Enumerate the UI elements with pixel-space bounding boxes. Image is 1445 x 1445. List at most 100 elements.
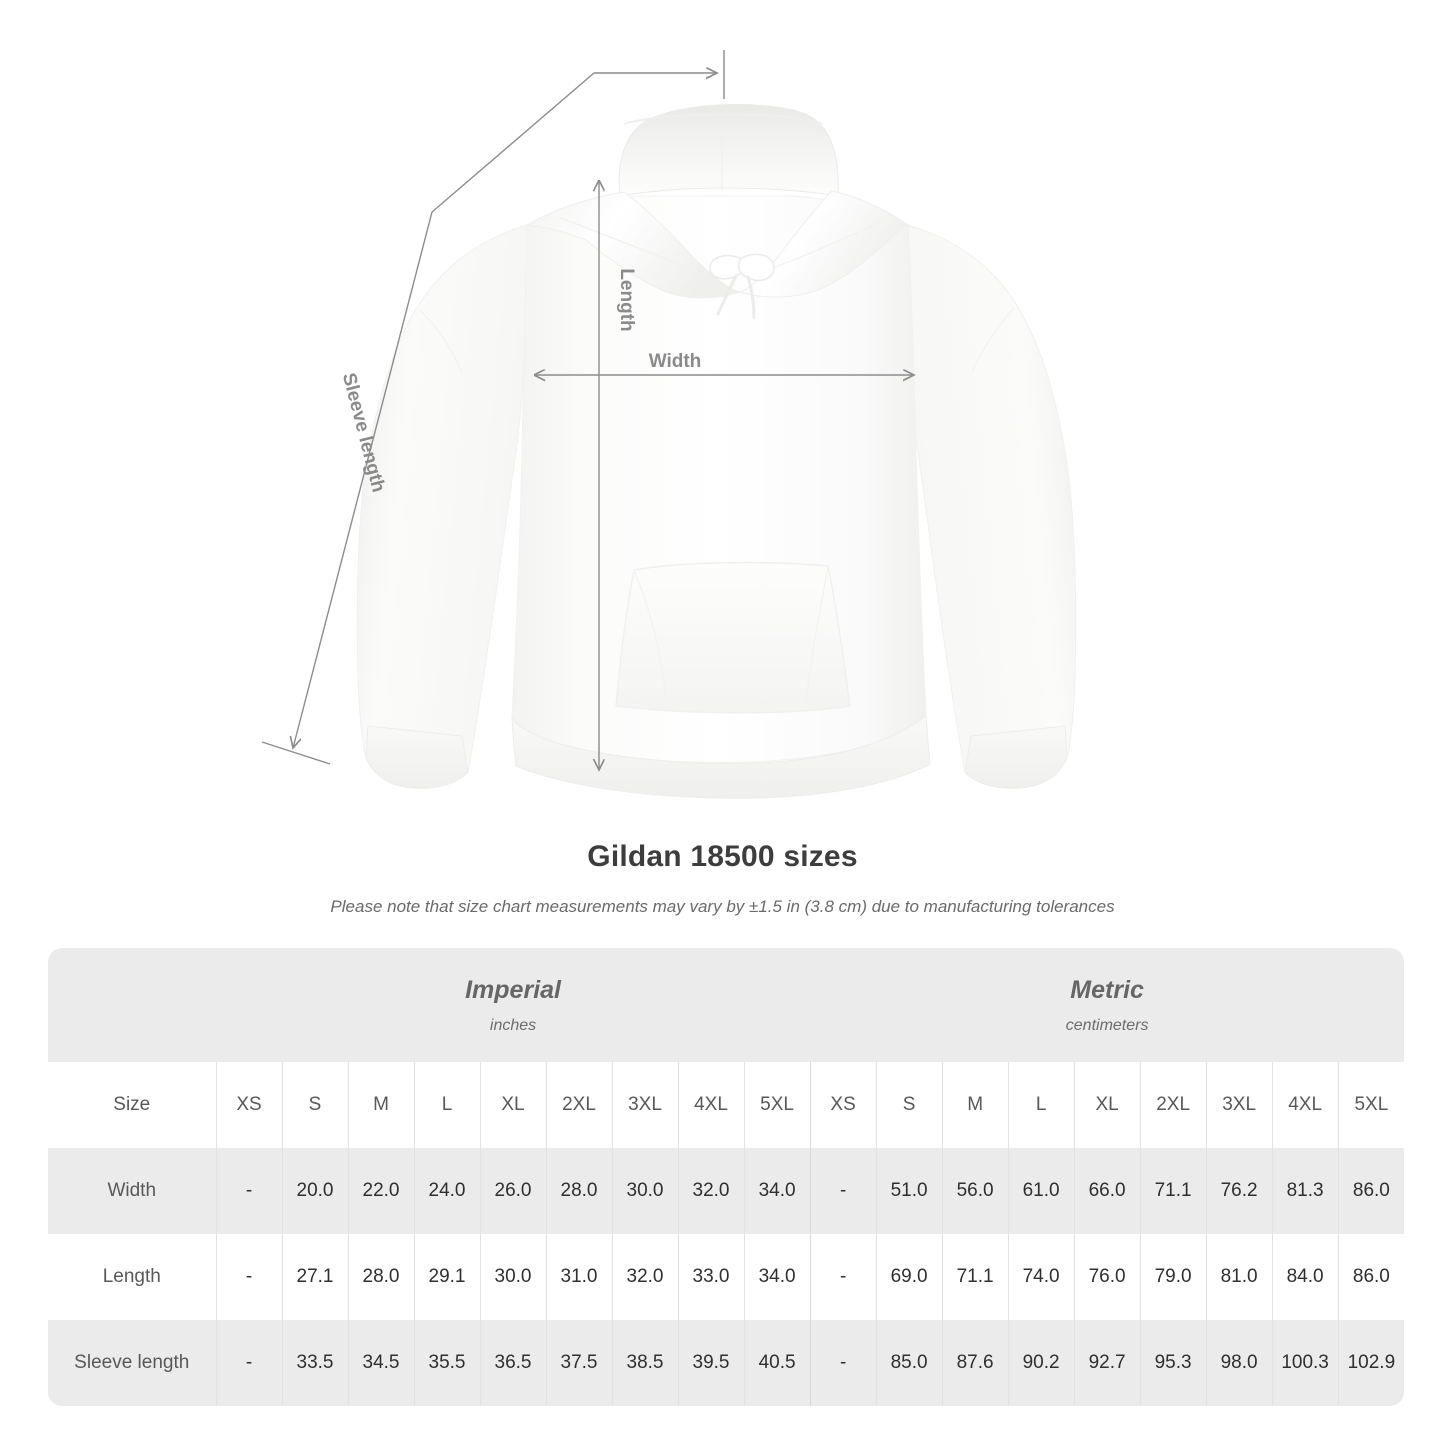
cell-width-metric-l: 61.0 [1007, 1148, 1075, 1234]
cell-width-imperial-xs: - [215, 1148, 282, 1234]
cell-width-metric-2xl: 71.1 [1139, 1148, 1207, 1234]
unit-group-imperial: Imperial inches [216, 948, 811, 1062]
cell-sleeve-length-metric-2xl: 95.3 [1139, 1320, 1207, 1406]
cell-sleeve-length-imperial-3xl: 38.5 [611, 1320, 678, 1406]
cell-sleeve-length-imperial-xs: - [215, 1320, 282, 1406]
hood-front-right [738, 190, 909, 298]
sleeve-leader-upper [431, 72, 595, 213]
cell-sleeve-length-metric-m: 87.6 [941, 1320, 1009, 1406]
hood-inner [618, 103, 839, 197]
cell-sleeve-length-metric-xs: - [809, 1320, 877, 1406]
cell-length-imperial-4xl: 33.0 [677, 1234, 744, 1320]
unit-group-metric: Metric centimeters [810, 948, 1405, 1062]
left-sleeve [356, 224, 528, 773]
cell-sleeve-length-metric-s: 85.0 [875, 1320, 943, 1406]
unit-group-unit: centimeters [1065, 1017, 1149, 1034]
cell-length-metric-xs: - [809, 1234, 877, 1320]
cell-width-imperial-4xl: 32.0 [677, 1148, 744, 1234]
cell-length-metric-4xl: 84.0 [1271, 1234, 1339, 1320]
cell-length-metric-3xl: 81.0 [1205, 1234, 1273, 1320]
shoulder-seam-left [559, 217, 703, 273]
size-header-imperial-xs: XS [215, 1062, 282, 1148]
size-chart-table-container: Imperial inches Metric centimeters Size XS S M… [48, 948, 1405, 1406]
cell-sleeve-length-metric-xl: 92.7 [1073, 1320, 1141, 1406]
cell-width-metric-4xl: 81.3 [1271, 1148, 1339, 1234]
size-header-imperial-xl: XL [479, 1062, 546, 1148]
cell-sleeve-length-metric-l: 90.2 [1007, 1320, 1075, 1406]
size-header-metric-l: L [1007, 1062, 1075, 1148]
size-header-metric-5xl: 5XL [1337, 1062, 1405, 1148]
size-chart-table: Imperial inches Metric centimeters Size XS S M… [48, 948, 1405, 1406]
cell-width-imperial-s: 20.0 [281, 1148, 348, 1234]
size-header-row: Size XS S M L XL 2XL 3XL 4XL 5XL XS S M L XL 2XL 3XL 4XL 5… [48, 1062, 1405, 1148]
size-header-imperial-2xl: 2XL [545, 1062, 612, 1148]
pocket-seam-left [633, 569, 667, 701]
size-header-metric-xs: XS [809, 1062, 877, 1148]
sleeve-length-line [293, 211, 433, 748]
size-column-header: Size [48, 1062, 216, 1148]
cell-width-metric-5xl: 86.0 [1337, 1148, 1405, 1234]
cell-length-imperial-s: 27.1 [281, 1234, 348, 1320]
cell-length-metric-m: 71.1 [941, 1234, 1009, 1320]
table-row: Sleeve length -33.5 34.5 35.5 36.5 37.5 38.5 39… [48, 1320, 1405, 1406]
left-cuff [365, 725, 469, 789]
hoodie-illustration: Length Width Sleeve length [261, 50, 1077, 799]
left-sleeve-seam [419, 309, 463, 373]
cell-length-metric-5xl: 86.0 [1337, 1234, 1405, 1320]
sleeve-end-tick [261, 741, 331, 765]
cell-width-imperial-5xl: 34.0 [743, 1148, 811, 1234]
size-header-imperial-m: M [347, 1062, 414, 1148]
drawstring-bow [709, 253, 775, 320]
size-header-metric-3xl: 3XL [1205, 1062, 1273, 1148]
width-label: Width [649, 351, 702, 372]
cell-sleeve-length-imperial-l: 35.5 [413, 1320, 480, 1406]
cell-width-metric-m: 56.0 [941, 1148, 1009, 1234]
right-cuff [964, 725, 1068, 789]
cell-length-imperial-3xl: 32.0 [611, 1234, 678, 1320]
cell-length-metric-s: 69.0 [875, 1234, 943, 1320]
cell-width-imperial-l: 24.0 [413, 1148, 480, 1234]
cell-length-metric-l: 74.0 [1007, 1234, 1075, 1320]
size-header-metric-2xl: 2XL [1139, 1062, 1207, 1148]
kangaroo-pocket [615, 561, 851, 714]
cell-width-imperial-m: 22.0 [347, 1148, 414, 1234]
cell-length-imperial-xs: - [215, 1234, 282, 1320]
cell-width-metric-s: 51.0 [875, 1148, 943, 1234]
page-title: Gildan 18500 sizes [587, 840, 858, 873]
cell-sleeve-length-imperial-4xl: 39.5 [677, 1320, 744, 1406]
size-header-imperial-s: S [281, 1062, 348, 1148]
right-sleeve [907, 224, 1077, 773]
cell-width-imperial-xl: 26.0 [479, 1148, 546, 1234]
cell-sleeve-length-imperial-m: 34.5 [347, 1320, 414, 1406]
cell-sleeve-length-metric-3xl: 98.0 [1205, 1320, 1273, 1406]
measurement-label-width: Width [48, 1148, 216, 1234]
cell-length-imperial-l: 29.1 [413, 1234, 480, 1320]
measurement-label-length: Length [48, 1234, 216, 1320]
cell-width-metric-xl: 66.0 [1073, 1148, 1141, 1234]
cell-sleeve-length-imperial-xl: 36.5 [479, 1320, 546, 1406]
tolerance-note: Please note that size chart measurements… [330, 897, 1115, 916]
table-row: Width -20.0 22.0 24.0 26.0 28.0 30.0 32.0 34.0-5… [48, 1148, 1405, 1234]
size-header-metric-m: M [941, 1062, 1009, 1148]
unit-banner-spacer [48, 948, 216, 1062]
cell-length-imperial-5xl: 34.0 [743, 1234, 811, 1320]
cell-sleeve-length-imperial-s: 33.5 [281, 1320, 348, 1406]
unit-group-name: Imperial [465, 976, 561, 1004]
hood-drawcord-channel [623, 113, 823, 125]
unit-group-unit: inches [489, 1017, 537, 1034]
pocket-seam-right [805, 565, 829, 703]
cell-length-imperial-2xl: 31.0 [545, 1234, 612, 1320]
size-header-imperial-4xl: 4XL [677, 1062, 744, 1148]
cell-length-imperial-xl: 30.0 [479, 1234, 546, 1320]
size-header-metric-s: S [875, 1062, 943, 1148]
measurement-guides [261, 50, 914, 770]
cell-sleeve-length-imperial-2xl: 37.5 [545, 1320, 612, 1406]
size-header-imperial-3xl: 3XL [611, 1062, 678, 1148]
cell-sleeve-length-metric-5xl: 102.9 [1337, 1320, 1405, 1406]
cell-sleeve-length-imperial-5xl: 40.5 [743, 1320, 811, 1406]
cell-width-imperial-2xl: 28.0 [545, 1148, 612, 1234]
size-header-metric-4xl: 4XL [1271, 1062, 1339, 1148]
chart-heading: Gildan 18500 sizes Please note that size… [0, 838, 1445, 918]
cell-length-metric-xl: 76.0 [1073, 1234, 1141, 1320]
unit-banner-row: Imperial inches Metric centimeters [48, 948, 1405, 1062]
